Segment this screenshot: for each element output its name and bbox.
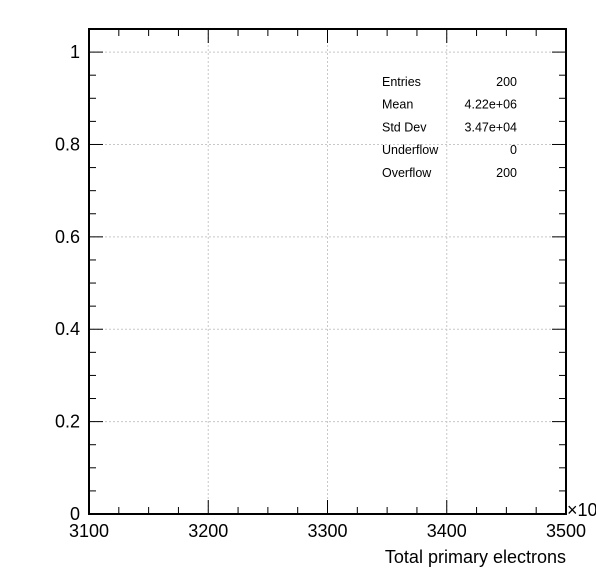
x-tick-label: 3400 <box>427 521 467 541</box>
stats-value: 4.22e+06 <box>465 98 518 112</box>
plot-frame <box>88 28 567 515</box>
stats-box: Entries 200 Mean 4.22e+06 Std Dev 3.47e+04 Und… <box>382 75 517 180</box>
stats-label: Mean <box>382 98 413 112</box>
stats-value: 200 <box>496 75 517 89</box>
x-tick-label: 3300 <box>307 521 347 541</box>
x-tick-label: 3100 <box>69 521 109 541</box>
y-tick-label: 0.2 <box>55 412 80 432</box>
x-tick-label: 3200 <box>188 521 228 541</box>
stats-label: Std Dev <box>382 120 427 134</box>
y-tick-label: 0.4 <box>55 319 80 339</box>
stats-value: 0 <box>510 143 517 157</box>
x-tick-labels: 3100 3200 3300 3400 3500 <box>69 521 586 541</box>
stats-label: Entries <box>382 75 421 89</box>
stats-label: Overflow <box>382 166 432 180</box>
y-tick-labels: 0 0.2 0.4 0.6 0.8 1 <box>55 42 80 524</box>
y-tick-label: 0.6 <box>55 227 80 247</box>
stats-value: 200 <box>496 166 517 180</box>
grid-lines <box>89 29 566 514</box>
y-tick-label: 1 <box>70 42 80 62</box>
x-axis-multiplier: ×10 <box>567 500 596 520</box>
x-axis-title: Total primary electrons <box>385 547 566 567</box>
stats-label: Underflow <box>382 143 439 157</box>
y-tick-label: 0.8 <box>55 134 80 154</box>
x-tick-label: 3500 <box>546 521 586 541</box>
stats-value: 3.47e+04 <box>465 120 518 134</box>
y-tick-label: 0 <box>70 504 80 524</box>
